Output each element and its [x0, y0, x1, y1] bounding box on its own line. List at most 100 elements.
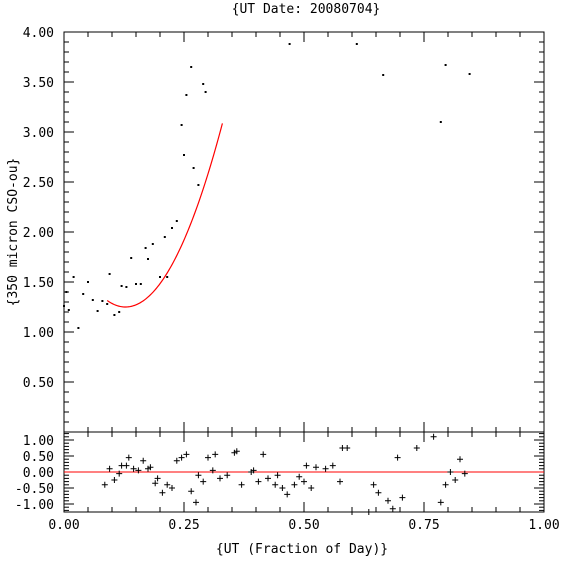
residual-point: [106, 465, 113, 472]
main-data-points: [63, 43, 471, 329]
x-tick-label: 1.00: [528, 518, 559, 533]
y-tick-label: 2.00: [23, 226, 54, 241]
y-tick-label: 1.50: [23, 276, 54, 291]
y-tick-label: 3.00: [23, 126, 54, 141]
residual-point: [188, 488, 195, 495]
data-point: [91, 299, 94, 301]
residual-point: [152, 480, 159, 487]
residual-point: [461, 470, 468, 477]
data-point: [159, 276, 161, 278]
residual-point: [394, 454, 401, 461]
residual-point: [154, 475, 161, 482]
data-point: [147, 258, 149, 260]
residual-point: [164, 481, 171, 488]
residual-point: [370, 481, 377, 488]
residual-point: [147, 464, 154, 471]
data-point: [65, 291, 68, 293]
y-tick-label: 4.00: [23, 26, 54, 41]
residual-point: [329, 462, 336, 469]
residual-point: [224, 472, 231, 479]
data-point: [82, 293, 85, 295]
residual-point: [173, 457, 180, 464]
data-point: [125, 286, 128, 288]
residual-point: [265, 475, 271, 482]
data-point: [382, 74, 385, 76]
main-panel: 0.50 1.00 1.50 2.00 2.50 3.00 3.50 4.00: [23, 26, 545, 433]
residual-point: [130, 465, 137, 472]
residual-point: [125, 454, 132, 461]
residual-point: [135, 467, 142, 474]
residual-point: [291, 481, 298, 488]
fit-curve: [106, 123, 223, 308]
residual-point: [413, 445, 420, 451]
residual-point: [101, 481, 108, 488]
data-point: [439, 121, 442, 123]
residual-point: [399, 494, 406, 501]
data-point: [106, 303, 109, 305]
residual-point: [437, 499, 444, 506]
data-point: [355, 43, 358, 45]
residual-y-tick-labels: 1.000.500.00-0.50-1.00: [15, 434, 54, 513]
residual-point: [272, 481, 279, 488]
data-point: [192, 167, 195, 169]
data-point: [96, 310, 99, 312]
residual-point: [255, 478, 262, 485]
x-tick-labels: 0.00 0.25 0.50 0.75 1.00: [48, 518, 559, 533]
x-tick-label: 0.75: [408, 518, 439, 533]
data-point: [468, 73, 471, 75]
residual-y-tick-label: 0.50: [23, 450, 54, 465]
data-point: [139, 283, 142, 285]
data-point: [72, 276, 75, 278]
data-point: [67, 309, 70, 311]
residual-point: [238, 481, 245, 488]
y-tick-label: 0.50: [23, 376, 54, 391]
residual-y-tick-label: -1.00: [15, 498, 54, 513]
residual-point: [205, 454, 211, 461]
residual-point: [313, 464, 319, 471]
data-point: [144, 247, 147, 249]
data-point: [171, 227, 173, 229]
residual-y-tick-label: 1.00: [23, 434, 54, 449]
data-point: [175, 220, 178, 222]
data-point: [108, 273, 111, 275]
main-y-tick-labels: 0.50 1.00 1.50 2.00 2.50 3.00 3.50 4.00: [23, 26, 54, 391]
residual-point: [169, 485, 175, 491]
data-point: [180, 124, 183, 126]
x-axis-label: {UT (Fraction of Day)}: [216, 542, 388, 557]
y-tick-label: 2.50: [23, 176, 54, 191]
residual-point: [296, 473, 303, 480]
residual-point: [250, 467, 257, 474]
residual-point: [322, 465, 329, 472]
residual-point: [260, 451, 267, 458]
y-axis-label: {350 micron CSO-ou}: [6, 158, 21, 307]
residual-point: [284, 491, 291, 498]
residual-point: [389, 505, 396, 512]
data-point: [185, 94, 188, 96]
data-point: [163, 236, 166, 238]
residual-point: [447, 469, 454, 475]
data-point: [202, 83, 205, 85]
data-point: [204, 91, 207, 93]
data-point: [135, 283, 137, 285]
residual-point: [183, 451, 190, 458]
data-point: [113, 314, 116, 316]
residual-point: [212, 451, 219, 458]
data-point: [288, 43, 291, 45]
residual-point: [116, 470, 123, 477]
x-tick-label: 0.00: [48, 518, 79, 533]
residual-point: [301, 478, 307, 485]
data-point: [77, 327, 80, 329]
y-tick-label: 3.50: [23, 76, 54, 91]
residual-point: [442, 481, 449, 488]
y-tick-label: 1.00: [23, 326, 54, 341]
chart-title: {UT Date: 20080704}: [232, 2, 381, 17]
residual-point: [178, 454, 185, 461]
residual-point: [365, 509, 372, 515]
residual-point: [195, 472, 202, 479]
data-point: [190, 66, 193, 68]
residual-point: [200, 478, 207, 485]
residual-panel: 1.000.500.00-0.50-1.00: [15, 431, 545, 515]
residual-point: [209, 467, 216, 474]
main-panel-frame: [63, 31, 545, 433]
